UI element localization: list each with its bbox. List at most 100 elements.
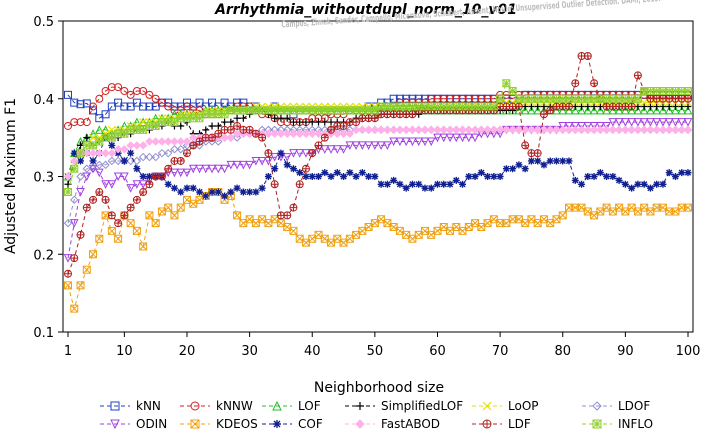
point-marker [271,180,279,188]
point-marker [646,103,654,111]
point-marker [652,118,661,127]
point-marker [151,219,160,228]
point-marker [440,180,448,188]
point-marker [221,192,229,200]
x-tick-label: 20 [179,344,196,359]
x-tick-label: 100 [676,344,701,359]
point-marker [352,173,360,180]
point-marker [684,103,692,111]
point-marker [177,157,185,165]
legend-item-knnw: kNNW [180,399,253,413]
point-marker [214,137,223,146]
point-marker [70,156,79,166]
point-marker [590,79,598,87]
legend-item-loop: LoOP [472,399,539,413]
point-marker [634,180,642,188]
point-marker [120,102,129,111]
point-marker [571,176,579,184]
point-marker [113,156,123,166]
point-marker [684,95,692,103]
point-marker [383,125,392,135]
point-marker [446,94,455,103]
point-marker [490,173,498,180]
point-marker [614,118,624,127]
point-marker [646,118,655,127]
point-marker [401,137,411,147]
point-marker [477,169,485,177]
point-marker [465,173,473,180]
point-marker [270,129,279,138]
point-marker [321,169,329,177]
point-marker [365,173,373,180]
point-marker [127,204,135,212]
point-marker [295,149,305,158]
point-marker [95,168,104,178]
point-marker [314,129,323,138]
point-marker [289,226,298,235]
point-marker [157,137,167,146]
legend-item-cof: COF [262,417,323,431]
point-marker [283,114,291,122]
point-marker [589,105,599,115]
point-marker [170,137,179,146]
point-marker [89,250,98,259]
point-marker [570,105,580,115]
point-marker [301,149,311,158]
point-marker [564,105,574,115]
point-marker [208,122,216,130]
point-marker [540,110,548,118]
point-marker [296,180,304,188]
point-marker [671,125,680,135]
point-marker [508,86,517,95]
point-marker [233,211,242,220]
series-fastabod [63,125,693,181]
point-marker [621,180,629,188]
point-marker [577,121,586,131]
point-marker [665,169,673,177]
point-marker [188,164,198,174]
point-marker [101,211,110,220]
point-marker [289,118,297,126]
point-marker [151,152,160,162]
point-marker [183,184,191,192]
point-marker [639,105,649,115]
point-marker [627,125,636,135]
point-marker [534,149,542,157]
point-marker [76,149,85,158]
point-marker [133,196,141,204]
point-marker [678,103,686,111]
point-marker [76,188,85,197]
point-marker [214,130,222,138]
point-marker [233,114,241,122]
point-marker [464,94,473,103]
point-marker [76,172,85,181]
legend-label: kNNW [216,399,253,413]
point-marker [164,165,172,173]
point-marker [415,180,423,188]
point-marker [608,118,618,127]
point-marker [101,180,110,189]
point-marker [82,164,91,173]
point-marker [340,173,348,180]
point-marker [502,79,511,88]
point-marker [70,304,79,313]
point-marker [533,125,542,135]
point-marker [333,169,341,177]
point-marker [552,105,561,115]
point-marker [145,180,153,188]
point-marker [289,149,298,158]
point-marker [110,401,120,411]
point-marker [232,133,242,142]
point-marker [138,152,148,162]
point-marker [64,281,72,290]
point-marker [232,129,242,138]
legend-item-ldof: LDOF [582,399,650,413]
series-line [67,136,688,197]
legend-item-lof: LOF [262,399,321,413]
point-marker [351,125,361,135]
point-marker [208,134,216,142]
point-marker [283,211,291,219]
y-axis-label: Adjusted Maximum F1 [3,98,19,254]
series-inflo [64,79,692,197]
point-marker [64,188,72,197]
